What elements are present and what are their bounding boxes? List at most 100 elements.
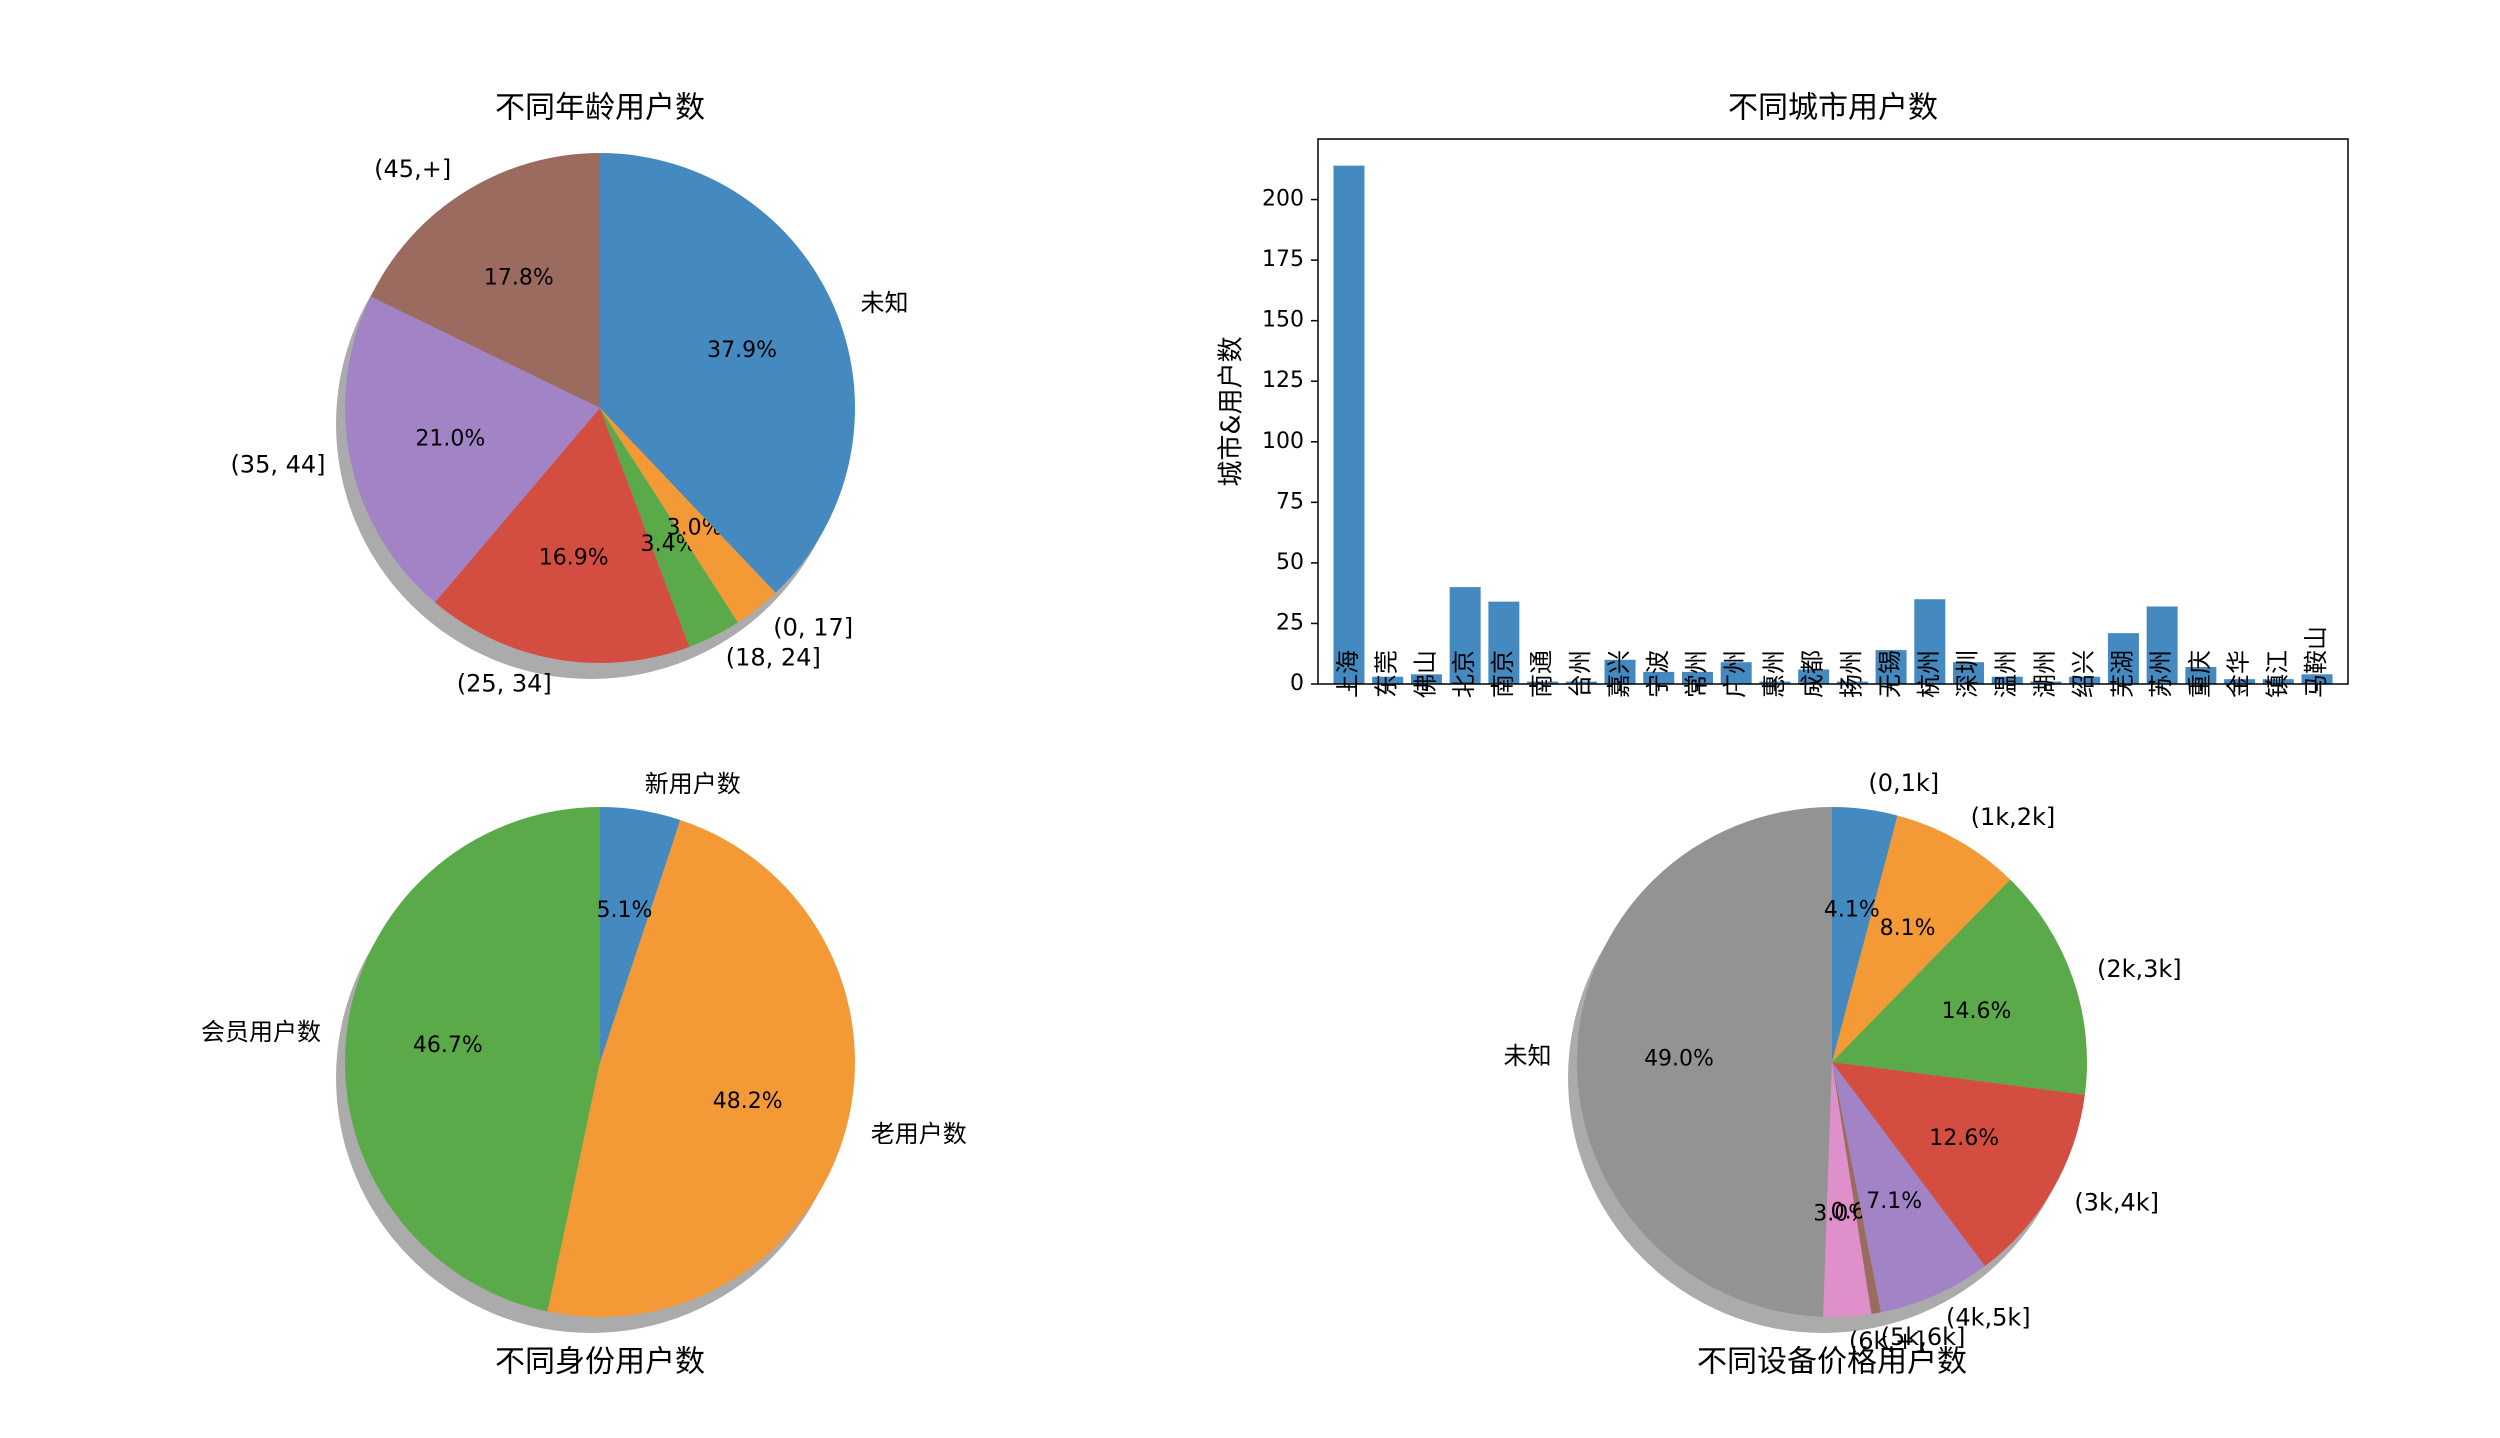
pie-slice: [1832, 1062, 2085, 1266]
pie-slice: [435, 408, 690, 663]
pie-slice: [600, 408, 738, 647]
pie-slice-label: 会员用户数: [201, 1018, 321, 1046]
bar: [2185, 667, 2217, 684]
x-tick-label: 东莞: [1373, 650, 1401, 698]
bar: [2146, 606, 2178, 684]
bar: [1720, 662, 1752, 684]
pie-slice-percent-label: 5.1%: [596, 898, 652, 923]
pie-slice: [1823, 1062, 1872, 1317]
x-tick-label: 广州: [1721, 650, 1749, 698]
x-tick-label: 湖州: [2031, 650, 2059, 698]
x-tick-label: 扬州: [1837, 650, 1865, 698]
pie-slice-percent-label: 16.9%: [539, 546, 609, 571]
y-tick-label: 125: [1262, 368, 1304, 393]
x-tick-label: 惠州: [1760, 650, 1788, 698]
pie-slice: [600, 153, 856, 593]
x-tick-label: 成都: [1799, 650, 1827, 698]
y-tick-label: 0: [1290, 671, 1304, 696]
pie-slice-percent-label: 12.6%: [1929, 1126, 1999, 1151]
bar: [2069, 676, 2101, 684]
pie-slice-label: 老用户数: [871, 1120, 967, 1148]
pie-slice-label: (0, 17]: [773, 614, 853, 642]
pie-slice-percent-label: 21.0%: [415, 426, 485, 451]
bar: [1488, 601, 1520, 684]
x-tick-label: 苏州: [2147, 650, 2175, 698]
pie-slice: [345, 807, 600, 1312]
bar: [2030, 681, 2062, 684]
chart-title: 不同年龄用户数: [495, 91, 705, 126]
pie-slice-label: (25, 34]: [457, 669, 552, 697]
x-tick-label: 宁波: [1644, 650, 1672, 698]
pie-slice: [1576, 807, 1832, 1317]
pie-slice-label: 未知: [1504, 1042, 1552, 1070]
bar: [2107, 633, 2139, 684]
pie-slice-label: 未知: [860, 289, 908, 317]
pie-slice: [1832, 1062, 1882, 1314]
plot-frame: [1317, 138, 2349, 685]
pie-slice-label: (4k,5k]: [1946, 1303, 2031, 1331]
pie-slice-label: (18, 24]: [726, 644, 821, 672]
bar: [1410, 674, 1442, 684]
x-tick-label: 温州: [1992, 650, 2020, 698]
pie-slice: [1832, 1062, 1986, 1313]
x-tick-label: 台州: [1566, 650, 1594, 698]
pie-slice: [1832, 879, 2087, 1095]
bar: [1565, 681, 1597, 684]
y-tick-label: 75: [1276, 489, 1304, 514]
bar: [1372, 676, 1404, 684]
pie-slice-percent-label: 14.6%: [1942, 999, 2012, 1024]
bar: [1449, 587, 1481, 684]
pie-slice-percent-label: 48.2%: [713, 1089, 783, 1114]
city-bar-chart: 上海 东莞 佛山 北京 南京 南通 台州 嘉兴 宁波 常州 广州 惠州 成都 扬州 无锡 杭州 深圳 温州 湖州 绍兴…: [1217, 91, 2349, 698]
y-axis-label: 城市&用户数: [1217, 336, 1247, 486]
pie-slice: [1832, 807, 1898, 1062]
y-tick-label: 175: [1262, 247, 1304, 272]
x-tick-label: 北京: [1450, 650, 1478, 698]
x-tick-label: 芜湖: [2108, 650, 2136, 698]
x-tick-label: 南通: [1528, 650, 1556, 698]
x-tick-label: 常州: [1682, 650, 1710, 698]
pie-slice-label: 新用户数: [645, 770, 741, 798]
pie-slice-percent-label: 7.1%: [1866, 1189, 1922, 1214]
bar: [1914, 599, 1946, 684]
x-tick-label: 上海: [1334, 650, 1362, 698]
pie-slice: [344, 296, 600, 603]
y-tick-label: 200: [1262, 187, 1304, 212]
y-tick-label: 150: [1262, 308, 1304, 333]
pie-slice-percent-label: 8.1%: [1880, 916, 1936, 941]
chart-title: 不同城市用户数: [1728, 91, 1938, 126]
bar: [2301, 674, 2333, 684]
x-tick-label: 重庆: [2186, 650, 2214, 698]
x-tick-label: 嘉兴: [1605, 650, 1633, 698]
x-tick-label: 金华: [2225, 650, 2253, 698]
pie-slice-percent-label: 17.8%: [484, 265, 554, 290]
bar: [1836, 681, 1868, 684]
bar: [1798, 669, 1830, 684]
pie-slice: [1832, 815, 2011, 1062]
pie-slice-percent-label: 37.9%: [707, 338, 777, 363]
pie-slice-label: (6k,+]: [1849, 1327, 1925, 1355]
pie-slice: [600, 408, 776, 623]
x-tick-label: 无锡: [1876, 650, 1904, 698]
x-tick-label: 马鞍山: [2302, 626, 2330, 698]
y-tick-label: 100: [1262, 429, 1304, 454]
pie-slice-percent-label: 49.0%: [1644, 1046, 1714, 1071]
pie-slice-label: (45,+]: [374, 155, 451, 183]
pie-slice-percent-label: 4.1%: [1824, 897, 1880, 922]
bar: [1527, 681, 1559, 684]
bar: [1681, 671, 1713, 684]
bar: [1759, 681, 1791, 684]
age-pie-chart: 17.8%(45,+]21.0%(35, 44]16.9%(25, 34]3.4…: [230, 91, 908, 698]
x-tick-label: 深圳: [1954, 650, 1982, 698]
x-tick-label: 杭州: [1915, 650, 1943, 698]
y-tick-label: 25: [1276, 610, 1304, 635]
pie-slice-label: (1k,2k]: [1971, 803, 2056, 831]
pie-slice-label: (0,1k]: [1868, 769, 1939, 797]
bar: [1991, 676, 2023, 684]
bar: [1875, 650, 1907, 684]
bar: [1604, 659, 1636, 684]
y-tick-label: 50: [1276, 550, 1304, 575]
bar: [1643, 671, 1675, 684]
